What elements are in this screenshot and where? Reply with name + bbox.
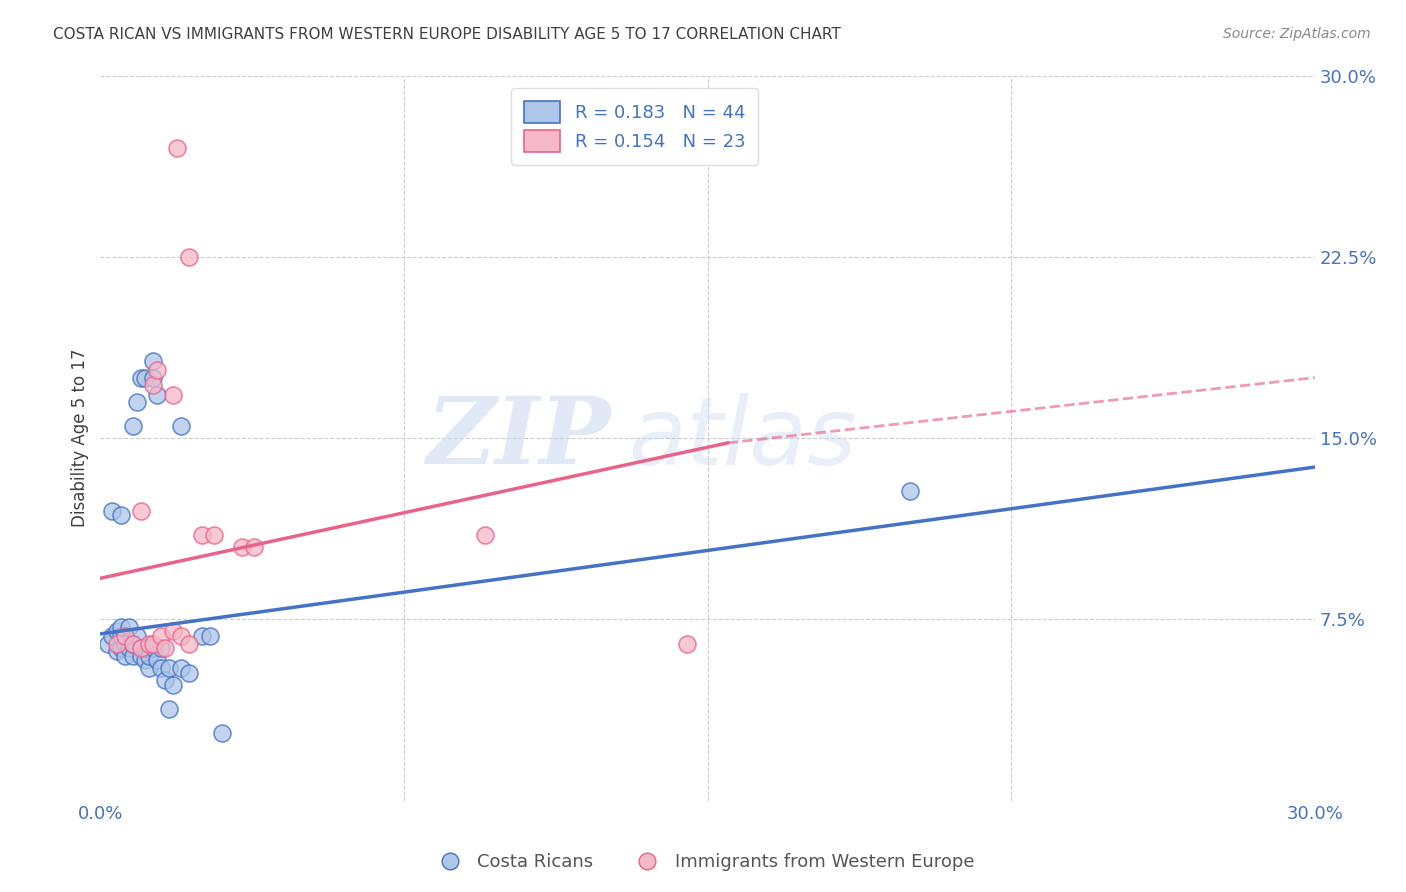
Point: [676, 636, 699, 650]
Point: [153, 641, 176, 656]
Point: [170, 661, 193, 675]
Point: [110, 508, 132, 523]
Text: COSTA RICAN VS IMMIGRANTS FROM WESTERN EUROPE DISABILITY AGE 5 TO 17 CORRELATION: COSTA RICAN VS IMMIGRANTS FROM WESTERN E…: [53, 27, 841, 42]
Legend: R = 0.183   N = 44, R = 0.154   N = 23: R = 0.183 N = 44, R = 0.154 N = 23: [512, 88, 758, 165]
Point: [110, 619, 132, 633]
Text: ZIP: ZIP: [426, 393, 610, 483]
Point: [114, 629, 136, 643]
Point: [190, 527, 212, 541]
Point: [118, 619, 141, 633]
Point: [162, 387, 184, 401]
Point: [134, 641, 156, 656]
Point: [231, 540, 253, 554]
Point: [114, 636, 136, 650]
Point: [142, 636, 165, 650]
Point: [110, 641, 132, 656]
Point: [118, 641, 141, 656]
Point: [243, 540, 266, 554]
Point: [114, 648, 136, 663]
Point: [105, 624, 128, 639]
Point: [142, 370, 165, 384]
Point: [142, 353, 165, 368]
Point: [138, 636, 160, 650]
Point: [179, 250, 201, 264]
Point: [150, 661, 173, 675]
Point: [125, 629, 148, 643]
Point: [146, 387, 169, 401]
Point: [105, 644, 128, 658]
Point: [142, 377, 165, 392]
Text: Source: ZipAtlas.com: Source: ZipAtlas.com: [1223, 27, 1371, 41]
Point: [142, 641, 165, 656]
Point: [129, 641, 152, 656]
Point: [474, 527, 496, 541]
Point: [121, 636, 143, 650]
Point: [166, 141, 188, 155]
Point: [162, 677, 184, 691]
Point: [121, 636, 143, 650]
Point: [101, 503, 124, 517]
Point: [179, 636, 201, 650]
Point: [170, 629, 193, 643]
Point: [198, 629, 221, 643]
Point: [179, 665, 201, 680]
Point: [105, 636, 128, 650]
Point: [202, 527, 225, 541]
Point: [150, 641, 173, 656]
Point: [898, 484, 921, 499]
Point: [129, 641, 152, 656]
Point: [170, 419, 193, 434]
Point: [129, 503, 152, 517]
Point: [110, 629, 132, 643]
Point: [157, 702, 180, 716]
Point: [101, 629, 124, 643]
Text: atlas: atlas: [628, 392, 856, 483]
Point: [157, 661, 180, 675]
Point: [211, 726, 233, 740]
Point: [162, 624, 184, 639]
Y-axis label: Disability Age 5 to 17: Disability Age 5 to 17: [72, 349, 89, 527]
Point: [125, 394, 148, 409]
Point: [138, 648, 160, 663]
Point: [134, 653, 156, 667]
Point: [121, 648, 143, 663]
Point: [190, 629, 212, 643]
Point: [146, 653, 169, 667]
Point: [153, 673, 176, 687]
Point: [129, 370, 152, 384]
Point: [138, 661, 160, 675]
Point: [146, 363, 169, 377]
Legend: Costa Ricans, Immigrants from Western Europe: Costa Ricans, Immigrants from Western Eu…: [425, 847, 981, 879]
Point: [150, 629, 173, 643]
Point: [129, 648, 152, 663]
Point: [97, 636, 120, 650]
Point: [134, 370, 156, 384]
Point: [121, 419, 143, 434]
